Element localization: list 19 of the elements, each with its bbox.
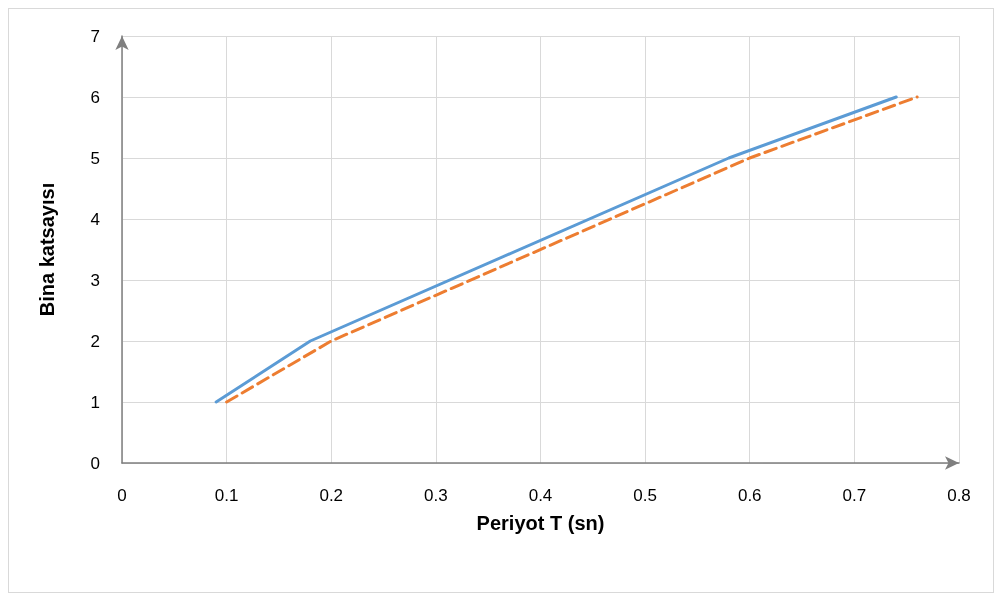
y-tick-label: 2 bbox=[90, 331, 100, 351]
y-tick-label: 4 bbox=[90, 209, 100, 229]
x-tick-label: 0.7 bbox=[842, 486, 867, 505]
y-axis-title: Bina katsayısı bbox=[36, 182, 58, 317]
y-tick-label: 6 bbox=[90, 87, 100, 107]
y-tick-label: 1 bbox=[90, 392, 100, 412]
x-tick-label: 0 bbox=[117, 486, 127, 505]
x-tick-label: 0.6 bbox=[737, 486, 762, 505]
y-tick-label: 0 bbox=[90, 453, 100, 473]
x-tick-label: 0.4 bbox=[528, 486, 553, 505]
x-tick-label: 0.2 bbox=[319, 486, 344, 505]
x-tick-label: 0.1 bbox=[214, 486, 239, 505]
x-tick-label: 0.5 bbox=[633, 486, 657, 505]
y-tick-label: 3 bbox=[90, 270, 100, 290]
y-tick-label: 7 bbox=[90, 26, 100, 46]
x-tick-label: 0.3 bbox=[424, 486, 448, 505]
x-axis-title: Periyot T (sn) bbox=[476, 512, 605, 534]
y-tick-label: 5 bbox=[90, 148, 100, 168]
x-tick-label: 0.8 bbox=[947, 486, 971, 505]
